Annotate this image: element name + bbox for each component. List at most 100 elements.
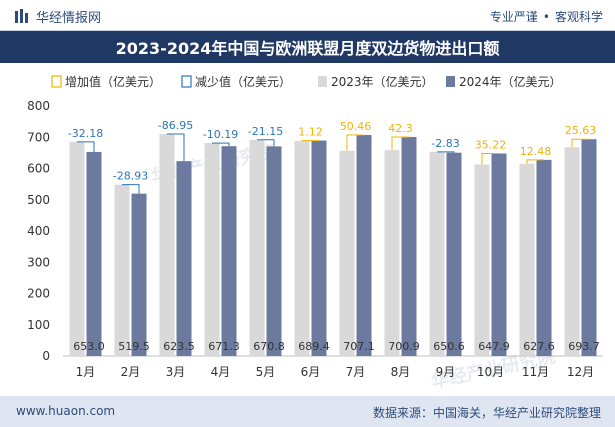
bar-2023: [384, 150, 400, 356]
y-tick-label: 800: [27, 99, 50, 113]
change-label: -28.93: [113, 170, 148, 183]
change-label: -10.19: [203, 128, 238, 141]
change-label: -21.15: [248, 125, 283, 138]
y-tick-label: 100: [27, 318, 50, 332]
bar-2023: [159, 134, 175, 356]
value-label-2024: 693.7: [568, 340, 600, 353]
chart: 增加值（亿美元） 减少值（亿美元） 2023年（亿美元） 2024年（亿美元） 0 100…: [27, 74, 603, 379]
change-label: 35.22: [475, 139, 507, 152]
change-bracket: [391, 136, 409, 151]
x-tick-label: 10月: [477, 365, 504, 379]
bar-2023: [564, 147, 580, 356]
change-bracket: [212, 142, 230, 147]
bar-2023: [204, 143, 220, 356]
change-label: 1.12: [298, 126, 323, 139]
value-label-2024: 623.5: [163, 340, 195, 353]
x-tick-label: 3月: [166, 365, 186, 379]
bar-2023: [339, 150, 355, 356]
x-tick-label: 2月: [121, 365, 141, 379]
bar-2023: [114, 184, 130, 356]
value-label-2024: 627.6: [523, 340, 555, 353]
chart-title: 2023-2024年中国与欧洲联盟月度双边货物进出口额: [115, 39, 500, 58]
bar-2024: [446, 152, 462, 356]
change-bracket: [346, 134, 364, 151]
footer: www.huaon.com 数据来源：中国海关，华经产业研究院整理: [0, 396, 615, 427]
change-bracket: [437, 151, 455, 153]
value-label-2024: 700.9: [388, 340, 420, 353]
bar-2023: [474, 164, 490, 356]
bar-2023: [519, 163, 535, 356]
bar-2023: [294, 140, 310, 356]
brand-logo-icon: [15, 9, 28, 23]
brand-name: 华经情报网: [36, 10, 102, 26]
bar-2024: [356, 135, 372, 356]
change-bracket: [77, 141, 95, 152]
value-label-2024: 653.0: [73, 340, 105, 353]
y-tick-label: 0: [42, 349, 50, 363]
bar-2023: [429, 151, 445, 356]
legend-swatch-increase: [51, 75, 62, 88]
legend-swatch-2024: [446, 76, 455, 87]
value-label-2024: 519.5: [118, 340, 150, 353]
change-bracket: [526, 159, 544, 164]
brand[interactable]: 华经情报网: [14, 7, 102, 26]
change-label: 12.48: [520, 145, 552, 158]
footer-source: 数据来源：中国海关，华经产业研究院整理: [372, 406, 601, 420]
tagline-right: 客观科学: [554, 10, 603, 24]
bar-2024: [581, 139, 597, 356]
value-label-2024: 671.3: [208, 340, 240, 353]
value-label-2024: 647.9: [478, 340, 510, 353]
bar-2024: [176, 161, 192, 356]
x-tick-label: 5月: [256, 365, 276, 379]
x-tick-label: 9月: [436, 365, 456, 379]
x-tick-label: 1月: [76, 365, 96, 379]
change-label: 42.3: [388, 122, 413, 135]
bar-2024: [401, 136, 417, 356]
footer-website[interactable]: www.huaon.com: [16, 404, 116, 418]
change-label: -32.18: [68, 127, 103, 140]
top-bar: 华经情报网 专业严谨 • 客观科学: [0, 0, 615, 31]
legend-swatch-2023: [318, 76, 327, 87]
bar-2024: [491, 153, 507, 356]
bar-2024: [536, 159, 552, 356]
y-tick-label: 500: [27, 193, 50, 207]
x-tick-label: 12月: [567, 365, 594, 379]
bar-2023: [249, 139, 265, 356]
y-tick-label: 600: [27, 162, 50, 176]
bar-2024: [86, 151, 102, 356]
value-label-2024: 707.1: [343, 340, 375, 353]
change-bracket: [167, 133, 185, 162]
y-tick-label: 700: [27, 130, 50, 144]
change-label: 50.46: [340, 120, 372, 133]
x-tick-label: 7月: [346, 365, 366, 379]
value-label-2024: 670.8: [253, 340, 285, 353]
y-tick-label: 200: [27, 287, 50, 301]
change-bracket: [481, 153, 499, 165]
value-label-2024: 650.6: [433, 340, 465, 353]
value-label-2024: 689.4: [298, 340, 330, 353]
bar-2024: [131, 193, 147, 356]
legend-label: 减少值（亿美元）: [195, 74, 291, 89]
change-label: 25.63: [565, 124, 597, 137]
legend-swatch-decrease: [181, 75, 192, 88]
bar-2024: [311, 140, 327, 356]
x-tick-label: 11月: [522, 365, 549, 379]
x-tick-label: 8月: [391, 365, 411, 379]
change-bracket: [257, 139, 275, 147]
bar-2024: [266, 146, 282, 356]
y-tick-label: 400: [27, 224, 50, 238]
y-tick-label: 300: [27, 255, 50, 269]
tagline-left: 专业严谨: [489, 10, 538, 24]
change-label: -2.83: [431, 137, 459, 150]
legend-label: 增加值（亿美元）: [65, 74, 161, 89]
title-band: 2023-2024年中国与欧洲联盟月度双边货物进出口额: [0, 31, 615, 63]
bar-2023: [69, 141, 85, 356]
x-tick-label: 4月: [211, 365, 231, 379]
legend-label: 2024年（亿美元）: [459, 74, 562, 89]
change-label: -86.95: [158, 119, 193, 132]
tagline-separator: •: [542, 10, 550, 24]
bar-2024: [221, 146, 237, 356]
x-tick-label: 6月: [301, 365, 321, 379]
legend-label: 2023年（亿美元）: [331, 74, 434, 89]
change-bracket: [122, 184, 140, 194]
